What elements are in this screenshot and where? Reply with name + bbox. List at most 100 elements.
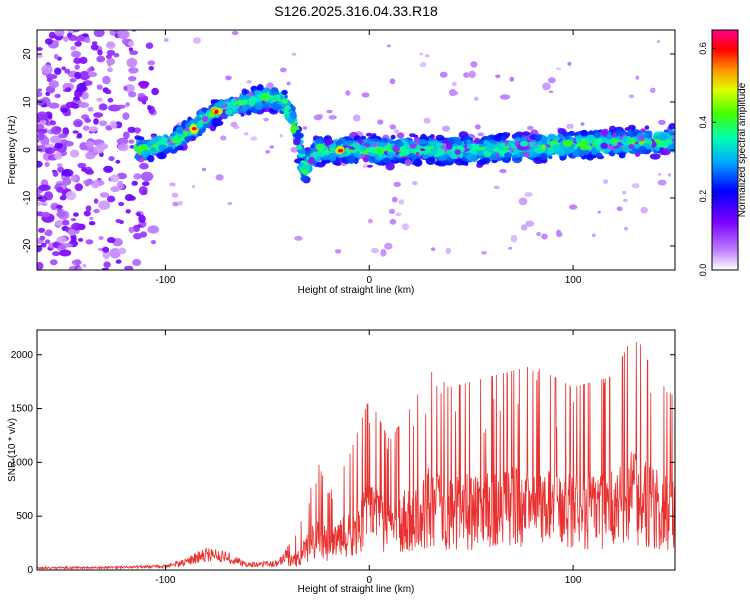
heatmap-cell	[524, 192, 533, 197]
heatmap-cell	[546, 140, 552, 145]
heatmap-cell	[107, 237, 116, 244]
heatmap-cell	[69, 78, 77, 83]
heatmap-cell	[369, 146, 376, 152]
heatmap-cell	[60, 139, 68, 145]
heatmap-cell	[556, 149, 566, 156]
heatmap-cell	[140, 231, 147, 238]
heatmap-cell	[382, 157, 391, 164]
heatmap-cell	[631, 183, 640, 189]
heatmap-cell	[328, 115, 337, 120]
heatmap-cell	[53, 53, 59, 60]
heatmap-cell	[423, 117, 431, 124]
heatmap-cell	[361, 92, 370, 98]
heatmap-cell	[82, 263, 87, 268]
heatmap-cell	[265, 149, 271, 154]
heatmap-cell	[635, 75, 640, 80]
heatmap-cell	[142, 181, 150, 187]
heatmap-cell	[122, 112, 130, 120]
heatmap-cell	[336, 140, 342, 146]
heatmap-cell	[504, 145, 509, 149]
heatmap-cell	[74, 97, 80, 101]
heatmap-cell	[41, 242, 47, 248]
heatmap-cell	[606, 145, 615, 150]
heatmap-cell	[514, 137, 521, 143]
heatmap-cell	[41, 64, 53, 75]
heatmap-cell	[367, 218, 373, 224]
heatmap-cell	[128, 67, 139, 74]
heatmap-cell	[649, 87, 656, 94]
heatmap-cell	[253, 101, 264, 110]
heatmap-cell	[68, 228, 76, 236]
heatmap-cell	[141, 149, 150, 158]
heatmap-cell	[534, 134, 543, 140]
heatmap-cell	[128, 226, 135, 234]
heatmap-cell	[123, 85, 128, 91]
heatmap-cell	[477, 132, 485, 137]
heatmap-cell	[134, 127, 141, 134]
heatmap-cell	[394, 141, 404, 148]
heatmap-cell	[97, 49, 103, 56]
heatmap-cell	[45, 147, 56, 155]
heatmap-cell	[468, 70, 476, 79]
colorbar-label: Normalized spectral amplitude	[737, 82, 748, 217]
heatmap-cell	[72, 130, 79, 134]
x-tick-label: -100	[155, 275, 175, 286]
heatmap-cell	[337, 157, 343, 163]
heatmap-cell	[521, 136, 528, 142]
heatmap-cell	[242, 99, 248, 105]
heatmap-cell	[38, 184, 51, 191]
heatmap-cell	[57, 244, 66, 250]
heatmap-cell	[616, 206, 623, 212]
heatmap-cell	[84, 118, 91, 123]
heatmap-cell	[385, 162, 395, 171]
colorbar-ramp	[711, 29, 739, 271]
heatmap-cell	[238, 94, 250, 101]
heatmap-cell	[585, 134, 596, 144]
heatmap-cell	[54, 67, 62, 75]
heatmap-cell	[124, 84, 135, 93]
y-tick-label: 1500	[11, 404, 34, 415]
heatmap-cell	[70, 174, 77, 182]
heatmap-cell	[48, 31, 56, 39]
heatmap-cell	[413, 158, 423, 167]
heatmap-cell	[634, 144, 641, 149]
heatmap-cell	[370, 153, 376, 157]
heatmap-cell	[116, 137, 129, 146]
heatmap-cell	[612, 147, 619, 155]
heatmap-cell	[133, 155, 141, 159]
heatmap-cell	[308, 156, 316, 165]
heatmap-cell	[56, 186, 64, 193]
heatmap-cell	[50, 135, 62, 144]
heatmap-cell	[250, 136, 258, 141]
heatmap-cell	[540, 152, 548, 161]
heatmap-cell	[476, 149, 485, 156]
heatmap-cell	[83, 210, 91, 217]
heatmap-cell	[44, 38, 53, 45]
heatmap-cell	[474, 96, 479, 101]
heatmap-cell	[315, 143, 325, 151]
heatmap-cell	[231, 98, 237, 104]
heatmap-cell	[68, 34, 78, 42]
heatmap-cell	[147, 154, 155, 163]
heatmap-cell	[667, 140, 673, 145]
heatmap-cell	[522, 131, 530, 136]
x-tick-label: -100	[155, 575, 175, 586]
heatmap-cell	[131, 180, 138, 186]
heatmap-cell	[50, 126, 62, 135]
heatmap-cell	[381, 137, 388, 143]
heatmap-cell	[445, 247, 452, 254]
heatmap-cell	[99, 192, 110, 198]
heatmap-cell	[557, 128, 567, 135]
heatmap-cell	[374, 146, 382, 152]
heatmap-cell	[637, 135, 645, 142]
heatmap-cell	[37, 47, 43, 51]
heatmap-cell	[147, 60, 156, 66]
heatmap-cell	[98, 103, 108, 111]
heatmap-cell	[492, 151, 497, 156]
heatmap-cell	[653, 135, 659, 140]
heatmap-cell	[315, 138, 324, 145]
heatmap-cell	[78, 102, 90, 108]
heatmap-cell	[347, 154, 356, 164]
heatmap-cell	[122, 131, 130, 140]
